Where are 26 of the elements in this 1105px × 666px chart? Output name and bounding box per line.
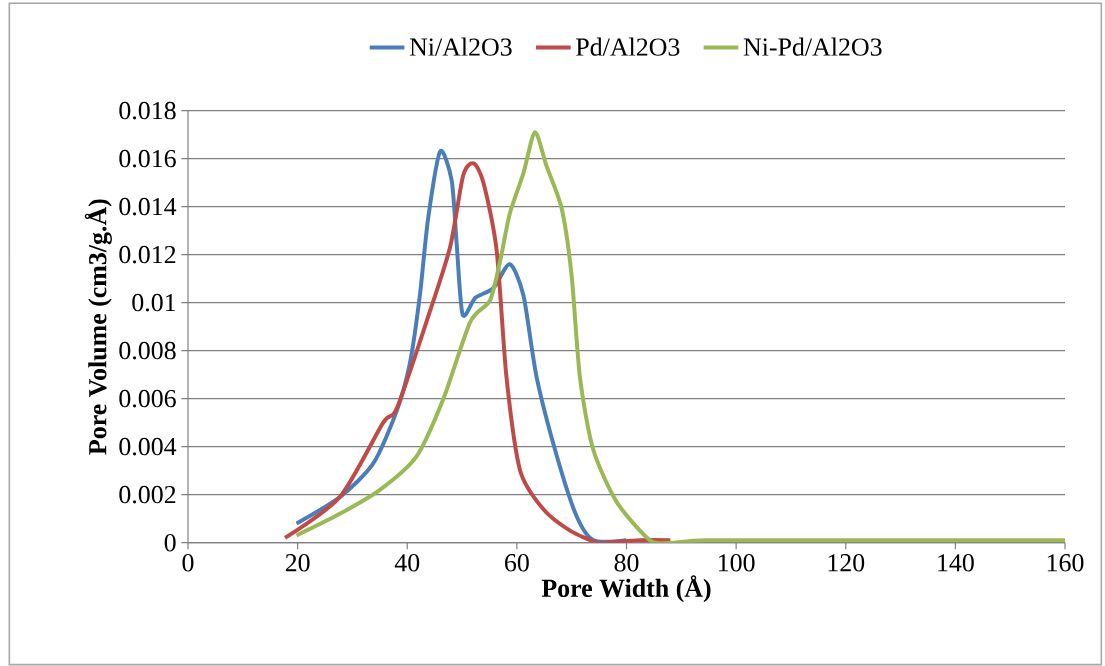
x-tick-label: 0 bbox=[182, 554, 194, 572]
x-tick-label: 20 bbox=[285, 554, 310, 572]
y-tick-label: 0.006 bbox=[119, 389, 176, 408]
legend-label: Ni-Pd/Al2O3 bbox=[743, 37, 882, 56]
y-tick-label: 0.014 bbox=[119, 197, 177, 216]
x-tick-label: 120 bbox=[828, 554, 865, 572]
x-axis-title: Pore Width (Å) bbox=[541, 575, 711, 603]
x-tick-label: 60 bbox=[505, 554, 529, 572]
y-tick-label: 0.004 bbox=[119, 437, 177, 456]
y-tick-label: 0 bbox=[164, 533, 176, 552]
x-tick-label: 140 bbox=[938, 554, 974, 572]
y-tick-label: 0.002 bbox=[119, 485, 176, 504]
y-tick-label: 0.016 bbox=[119, 149, 176, 168]
x-tick-label: 160 bbox=[1047, 554, 1084, 572]
x-tick-label: 80 bbox=[614, 554, 639, 572]
y-axis-title: Pore Volume (cm3/g.Å) bbox=[84, 199, 112, 455]
legend-label: Ni/Al2O3 bbox=[409, 37, 512, 56]
legend-label: Pd/Al2O3 bbox=[576, 37, 680, 56]
x-tick-label: 40 bbox=[394, 554, 420, 572]
x-tick-label: 100 bbox=[718, 554, 755, 572]
line-series bbox=[294, 130, 1066, 543]
line-series bbox=[283, 161, 673, 543]
y-tick-label: 0.01 bbox=[132, 293, 176, 312]
y-tick-label: 0.018 bbox=[119, 101, 176, 120]
y-tick-label: 0.012 bbox=[119, 245, 176, 264]
y-tick-label: 0.008 bbox=[119, 341, 176, 360]
